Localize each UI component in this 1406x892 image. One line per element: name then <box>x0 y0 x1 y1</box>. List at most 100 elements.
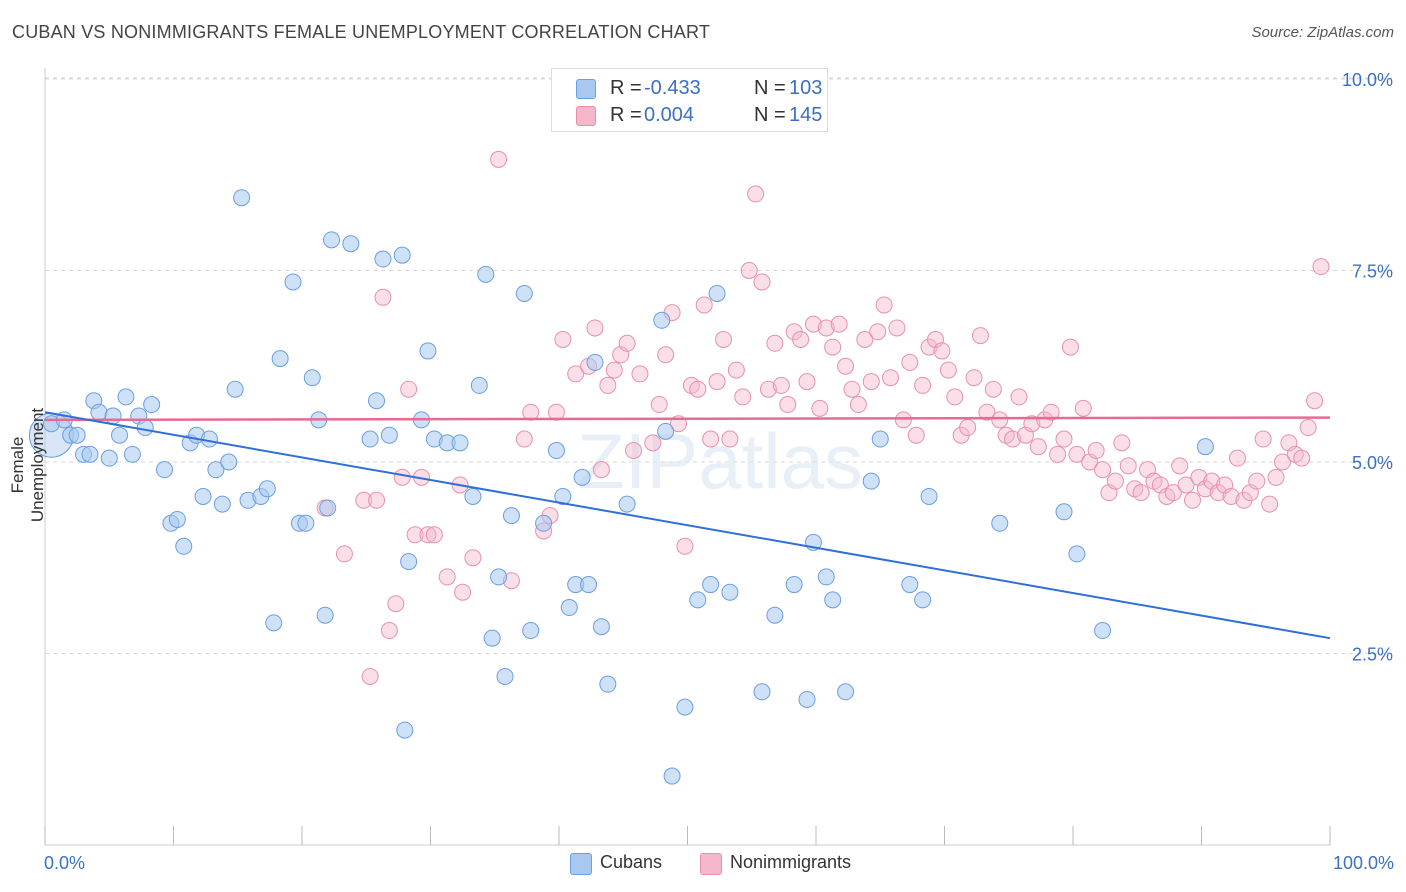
cubans-point <box>220 453 238 471</box>
cubans-point <box>123 445 141 463</box>
cubans-point <box>676 698 694 716</box>
nonimmigrants-point <box>1119 457 1137 475</box>
cubans-point <box>483 629 501 647</box>
cubans-point <box>914 591 932 609</box>
cubans-point <box>319 499 337 517</box>
nonimmigrants-point <box>490 150 508 168</box>
cubans-point <box>920 487 938 505</box>
cubans-point <box>991 514 1009 532</box>
nonimmigrants-point <box>856 330 874 348</box>
cubans-point <box>419 342 437 360</box>
cubans-point <box>342 235 360 253</box>
nonimmigrants-point <box>406 526 424 544</box>
nonimmigrants-point <box>824 338 842 356</box>
nonimmigrants-point <box>695 296 713 314</box>
cubans-point <box>207 461 225 479</box>
cubans-point <box>490 568 508 586</box>
nonimmigrants-point <box>438 568 456 586</box>
cubans-point <box>361 430 379 448</box>
nonimmigrants-point <box>400 380 418 398</box>
nonimmigrants-point <box>766 334 784 352</box>
cubans-point <box>708 284 726 302</box>
cubans-point <box>464 487 482 505</box>
nonimmigrants-point <box>939 361 957 379</box>
cubans-point <box>496 667 514 685</box>
cubans-point <box>837 683 855 701</box>
nonimmigrants-point <box>605 361 623 379</box>
nonimmigrants-point <box>811 399 829 417</box>
legend-swatch-cubans <box>570 853 592 875</box>
n-label: N = <box>754 104 786 126</box>
nonimmigrants-point <box>1222 487 1240 505</box>
cubans-point <box>297 514 315 532</box>
cubans-point <box>393 246 411 264</box>
cubans-point <box>798 690 816 708</box>
nonimmigrants-point <box>644 434 662 452</box>
nonimmigrants-point <box>1087 442 1105 460</box>
cubans-point <box>535 514 553 532</box>
r-label: R = <box>610 104 642 126</box>
cubans-point <box>111 426 129 444</box>
trend-lines <box>44 411 1331 640</box>
cubans-point <box>560 599 578 617</box>
cubans-point <box>68 426 86 444</box>
cubans-point <box>599 675 617 693</box>
cubans-point <box>226 380 244 398</box>
nonimmigrants-point <box>1074 399 1092 417</box>
nonimmigrants-point <box>387 595 405 613</box>
cubans-point <box>1094 622 1112 640</box>
nonimmigrants-point <box>971 327 989 345</box>
y-tick-labels: 2.5% 5.0% 7.5% 10.0% <box>1342 70 1393 665</box>
r-value: -0.433 <box>644 77 701 99</box>
cubans-point <box>81 445 99 463</box>
cubans-point <box>753 683 771 701</box>
nonimmigrants-point <box>454 583 472 601</box>
chart-title: CUBAN VS NONIMMIGRANTS FEMALE UNEMPLOYME… <box>12 22 711 42</box>
cubans-point <box>136 419 154 437</box>
nonimmigrants-point <box>914 376 932 394</box>
x-tick-max: 100.0% <box>1332 853 1394 873</box>
nonimmigrants-point <box>554 330 572 348</box>
nonimmigrants-point <box>1293 449 1311 467</box>
cubans-point <box>284 273 302 291</box>
correlation-legend: R = -0.433 N = 103 R = 0.004 N = 145 <box>551 68 828 132</box>
nonimmigrants-point <box>747 185 765 203</box>
n-value: 103 <box>789 77 823 99</box>
cubans-point <box>522 622 540 640</box>
nonimmigrants-point <box>1171 457 1189 475</box>
cubans-point <box>396 721 414 739</box>
nonimmigrants-point <box>1023 415 1041 433</box>
cubans-point <box>824 591 842 609</box>
nonimmigrants-point <box>946 388 964 406</box>
nonimmigrants-point <box>676 537 694 555</box>
nonimmigrants-point <box>721 430 739 448</box>
legend-swatch-nonimmigrants <box>576 106 596 126</box>
cubans-point <box>1068 545 1086 563</box>
nonimmigrants-point <box>689 380 707 398</box>
x-tick-min: 0.0% <box>44 853 86 873</box>
cubans-point <box>374 250 392 268</box>
nonimmigrants-point <box>425 526 443 544</box>
cubans-trend-line <box>44 411 1331 640</box>
nonimmigrants-point <box>1254 430 1272 448</box>
nonimmigrants-point <box>901 353 919 371</box>
nonimmigrants-point <box>1177 476 1195 494</box>
cubans-point <box>580 576 598 594</box>
nonimmigrants-point <box>875 296 893 314</box>
nonimmigrants-point <box>894 411 912 429</box>
nonimmigrants-point <box>759 380 777 398</box>
cubans-point <box>721 583 739 601</box>
nonimmigrants-point <box>1299 419 1317 437</box>
cubans-point <box>200 430 218 448</box>
nonimmigrants-point <box>714 330 732 348</box>
nonimmigrants-point <box>1094 461 1112 479</box>
nonimmigrants-point <box>1248 472 1266 490</box>
cubans-point <box>104 407 122 425</box>
cubans-point <box>657 422 675 440</box>
nonimmigrants-point <box>959 419 977 437</box>
nonimmigrants-point <box>907 426 925 444</box>
cubans-points <box>28 189 1214 785</box>
cubans-point <box>156 461 174 479</box>
nonimmigrants-point <box>355 491 373 509</box>
